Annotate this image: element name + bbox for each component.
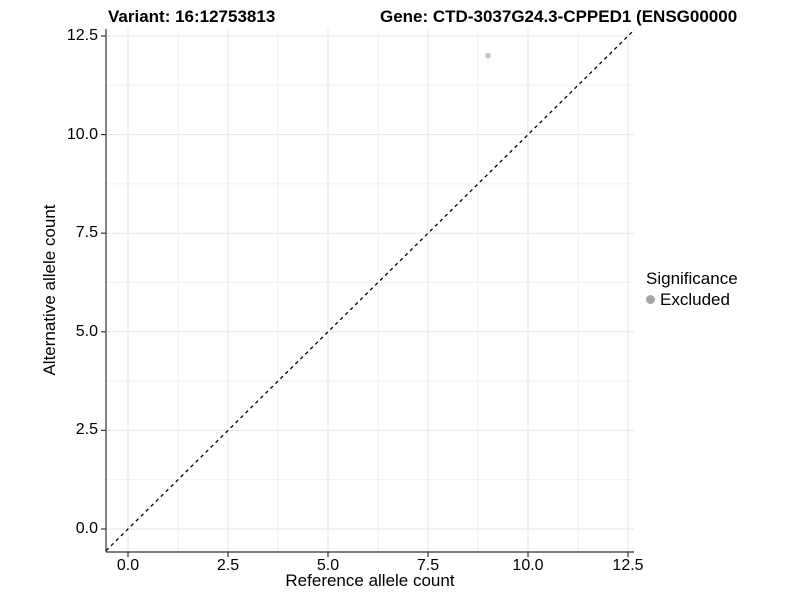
y-tick-label: 12.5 bbox=[66, 27, 98, 44]
legend-point-icon bbox=[646, 295, 655, 304]
legend: Significance Excluded bbox=[646, 269, 738, 309]
y-tick-label: 2.5 bbox=[75, 421, 98, 439]
plot-title-variant: Variant: 16:12753813 bbox=[108, 7, 276, 26]
legend-title: Significance bbox=[646, 269, 738, 288]
x-tick-label: 10.0 bbox=[512, 557, 544, 574]
x-tick-label: 7.5 bbox=[416, 557, 440, 574]
y-tick-label: 0.0 bbox=[75, 520, 98, 537]
y-tick-label: 7.5 bbox=[75, 224, 98, 242]
x-tick-label: 12.5 bbox=[612, 557, 644, 574]
x-axis-title: Reference allele count bbox=[285, 571, 455, 590]
x-tick-label: 5.0 bbox=[316, 557, 340, 574]
y-tick-label: 5.0 bbox=[75, 322, 98, 340]
x-tick-label: 2.5 bbox=[216, 557, 240, 574]
x-tick-label: 0.0 bbox=[116, 557, 140, 574]
y-axis-title: Alternative allele count bbox=[40, 204, 59, 376]
legend-item-excluded: Excluded bbox=[646, 290, 738, 309]
y-tick-label: 10.0 bbox=[66, 125, 98, 143]
legend-item-label: Excluded bbox=[660, 290, 730, 309]
data-point bbox=[485, 52, 491, 59]
plot-title-gene: Gene: CTD-3037G24.3-CPPED1 (ENSG00000 bbox=[380, 7, 738, 26]
